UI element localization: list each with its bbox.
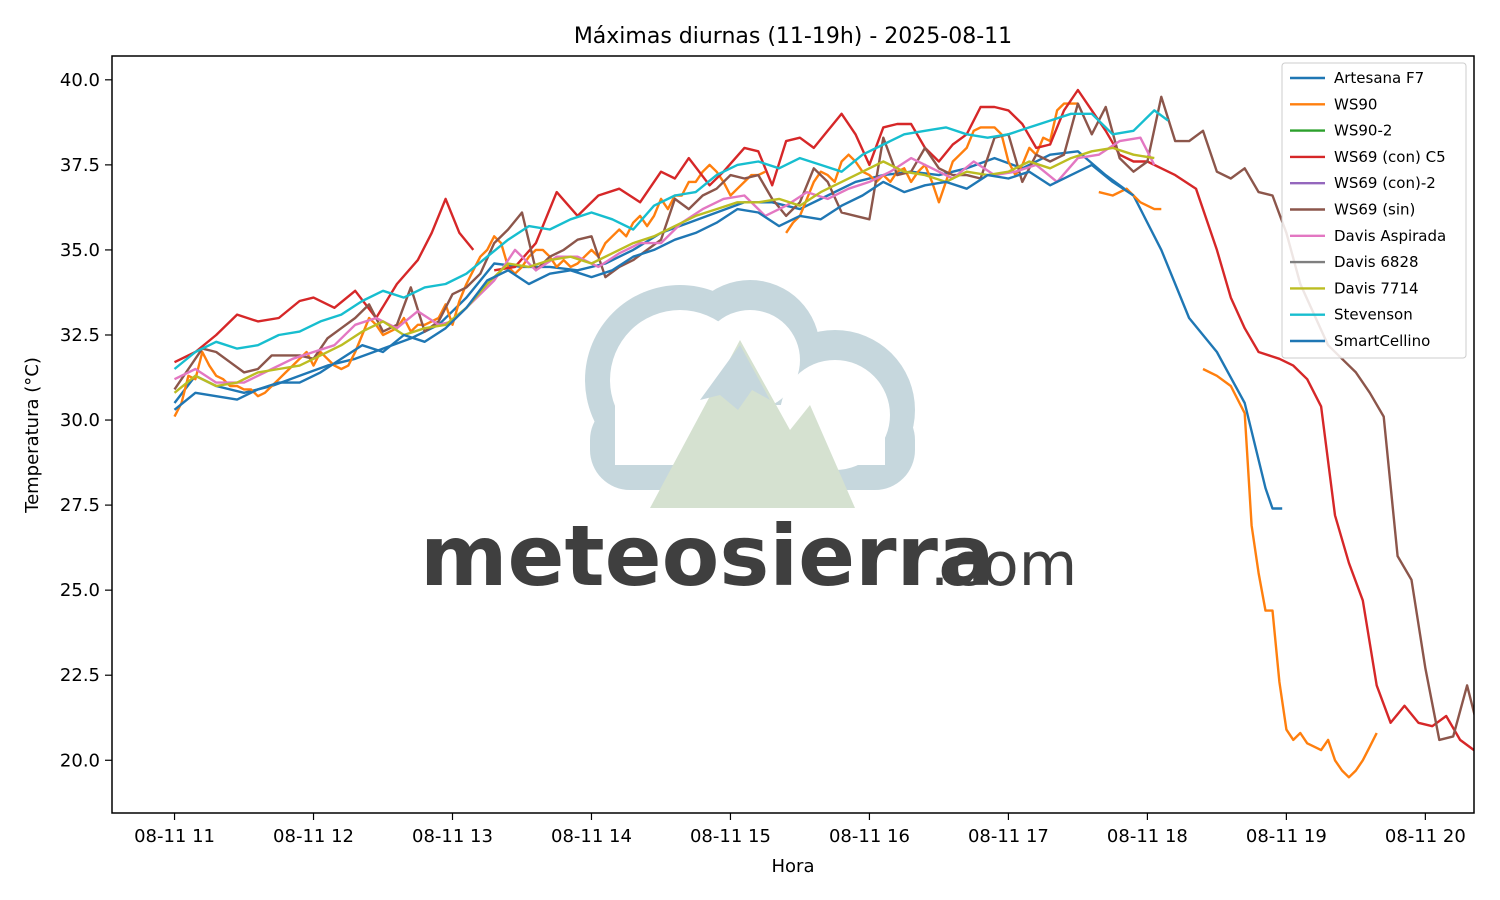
legend-box (1281, 62, 1467, 359)
series-line-1-segment-1 (785, 102, 1078, 234)
legend-label: SmartCellino (1334, 332, 1430, 350)
x-axis-label: Hora (772, 856, 815, 877)
plot-lines (173, 88, 1474, 779)
legend-label: WS69 (sin) (1334, 201, 1415, 219)
y-tick-label: 25.0 (60, 580, 100, 601)
legend-label: Stevenson (1334, 306, 1413, 324)
watermark-logo-icon (585, 280, 915, 508)
legend-label: WS90-2 (1334, 122, 1392, 140)
watermark: meteosierra .com (420, 280, 1077, 605)
legend-label: Davis 6828 (1334, 253, 1419, 271)
y-axis-label: Temperatura (°C) (22, 357, 43, 514)
plot-frame (111, 55, 1475, 814)
x-tick-label: 08-11 14 (551, 826, 632, 847)
series-line-9-segment-0 (173, 109, 1169, 370)
x-tick-label: 08-11 20 (1385, 826, 1466, 847)
y-tick-label: 30.0 (60, 410, 100, 431)
y-tick-label: 27.5 (60, 495, 100, 516)
legend: Artesana F7 WS90 WS90-2 WS69 (con) C5 WS69 (… (1281, 62, 1467, 359)
legend-label: WS90 (1334, 95, 1377, 113)
y-tick-label: 20.0 (60, 750, 100, 771)
x-axis: 08-11 11 08-11 12 08-11 13 08-11 14 08-11 15… (134, 813, 1466, 847)
chart-title: Máximas diurnas (11-19h) - 2025-08-11 (574, 24, 1012, 49)
series-line-10-segment-0 (173, 163, 1135, 411)
x-tick-label: 08-11 18 (1107, 826, 1188, 847)
series-line-3-segment-1 (494, 88, 1474, 752)
y-tick-label: 32.5 (60, 325, 100, 346)
series-line-3-segment-0 (173, 197, 475, 364)
legend-label: Davis 7714 (1334, 279, 1419, 297)
y-axis: 20.0 22.5 25.0 27.5 30.0 32.5 35.0 37.5 40.0 (60, 70, 112, 771)
series-lines (173, 88, 1474, 779)
x-tick-label: 08-11 13 (412, 826, 493, 847)
x-tick-label: 08-11 11 (134, 826, 215, 847)
legend-label: WS69 (con)-2 (1334, 174, 1436, 192)
legend-label: Artesana F7 (1334, 69, 1424, 87)
series-line-1-segment-3 (1202, 367, 1378, 779)
y-tick-label: 37.5 (60, 155, 100, 176)
y-tick-label: 35.0 (60, 240, 100, 261)
y-tick-label: 40.0 (60, 70, 100, 91)
x-tick-label: 08-11 16 (829, 826, 910, 847)
legend-label: WS69 (con) C5 (1334, 148, 1446, 166)
x-tick-label: 08-11 17 (968, 826, 1049, 847)
watermark-text-domain: .com (930, 530, 1077, 600)
watermark-text-main: meteosierra (420, 507, 995, 605)
legend-label: Davis Aspirada (1334, 227, 1446, 245)
x-tick-label: 08-11 19 (1246, 826, 1327, 847)
y-tick-label: 22.5 (60, 665, 100, 686)
x-tick-label: 08-11 12 (273, 826, 354, 847)
x-tick-label: 08-11 15 (690, 826, 771, 847)
